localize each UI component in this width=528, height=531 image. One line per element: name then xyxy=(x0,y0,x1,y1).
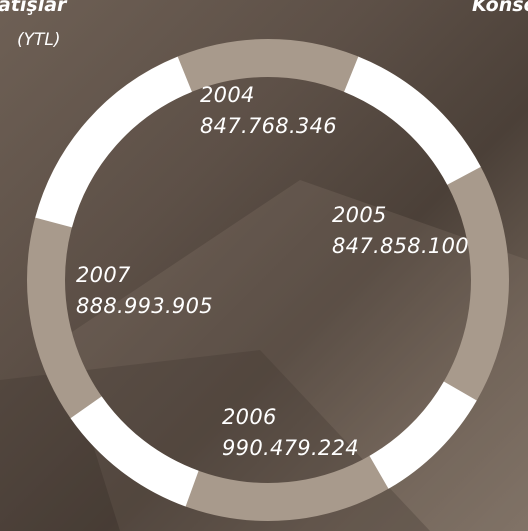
entry-year: 2004 xyxy=(200,80,337,111)
entry: 2004 847.768.346 xyxy=(200,80,337,142)
entry-year: 2006 xyxy=(222,402,359,433)
entry-value: 847.768.346 xyxy=(200,111,337,142)
header-unit: (YTL) xyxy=(17,30,61,50)
entry: 2005 847.858.100 xyxy=(332,200,469,262)
entry-value: 847.858.100 xyxy=(332,231,469,262)
entry-year: 2007 xyxy=(76,260,213,291)
entry-year: 2005 xyxy=(332,200,469,231)
entry-value: 888.993.905 xyxy=(76,291,213,322)
header-right: Konso xyxy=(472,0,528,16)
entry-value: 990.479.224 xyxy=(222,433,359,464)
header-left: atışlar xyxy=(0,0,66,16)
page: atışlar (YTL) Konso 2004 847.768.346 200… xyxy=(0,0,528,531)
entry: 2006 990.479.224 xyxy=(222,402,359,464)
entry: 2007 888.993.905 xyxy=(76,260,213,322)
